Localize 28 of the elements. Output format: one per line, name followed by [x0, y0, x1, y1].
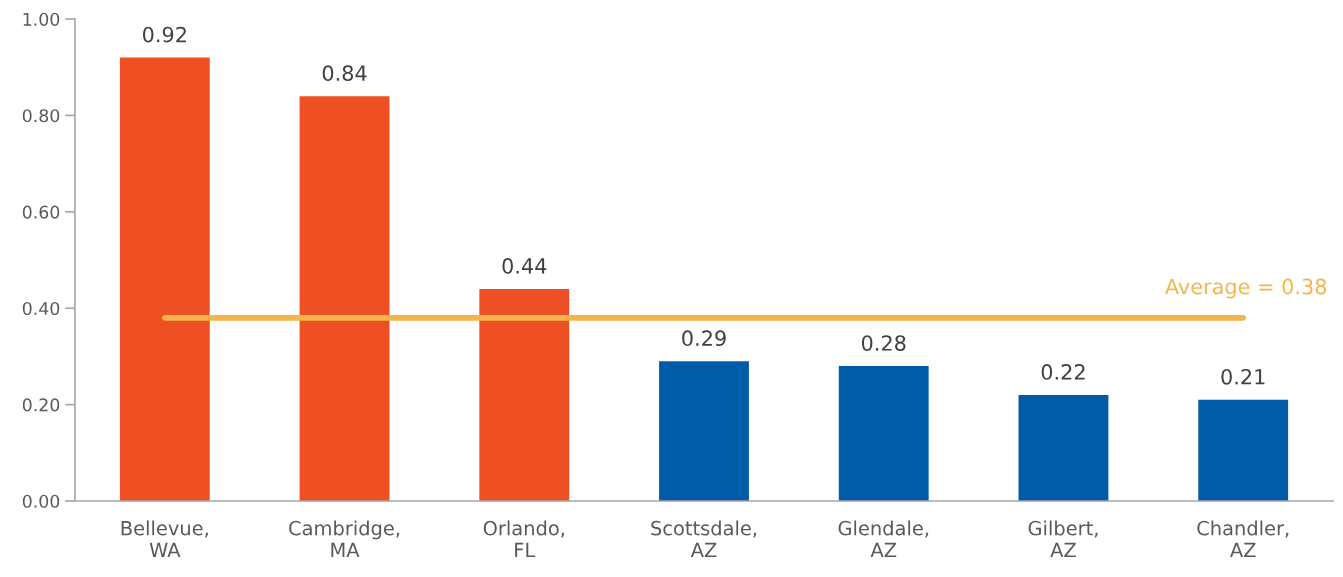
bar: [479, 288, 570, 502]
x-tick-label: Glendale, AZ: [838, 520, 929, 557]
x-tick-label: Orlando, FL: [483, 520, 565, 557]
bar: [659, 361, 749, 502]
y-tick-label: 0.20: [22, 398, 60, 412]
y-tick-label: 0.40: [22, 301, 60, 316]
data-label: 0.44: [502, 258, 547, 274]
data-label: 0.21: [1221, 368, 1265, 385]
bar: [119, 57, 210, 502]
x-tick-label: Gilbert, AZ: [1028, 520, 1098, 557]
ref-line-label: Average = 0.38: [1165, 278, 1327, 299]
data-label: 0.84: [322, 65, 367, 82]
data-label: 0.28: [861, 335, 906, 351]
data-label: 0.29: [682, 330, 726, 347]
x-tick-label: Bellevue, WA: [121, 520, 208, 557]
bar: [1018, 394, 1109, 502]
data-label: 0.92: [142, 26, 186, 43]
data-label: 0.22: [1041, 364, 1085, 380]
y-tick-label: 1.00: [23, 12, 60, 26]
x-tick-label: Scottsdale, AZ: [651, 520, 757, 557]
y-tick-label: 0.60: [22, 205, 60, 219]
x-tick-label: Chandler, AZ: [1197, 520, 1289, 557]
bar: [1198, 399, 1289, 502]
bar: [299, 96, 390, 502]
x-tick-label: Cambridge, MA: [289, 520, 400, 557]
y-tick-label: 0.80: [22, 109, 60, 123]
y-tick-label: 0.00: [22, 494, 60, 508]
bar: [838, 366, 929, 502]
